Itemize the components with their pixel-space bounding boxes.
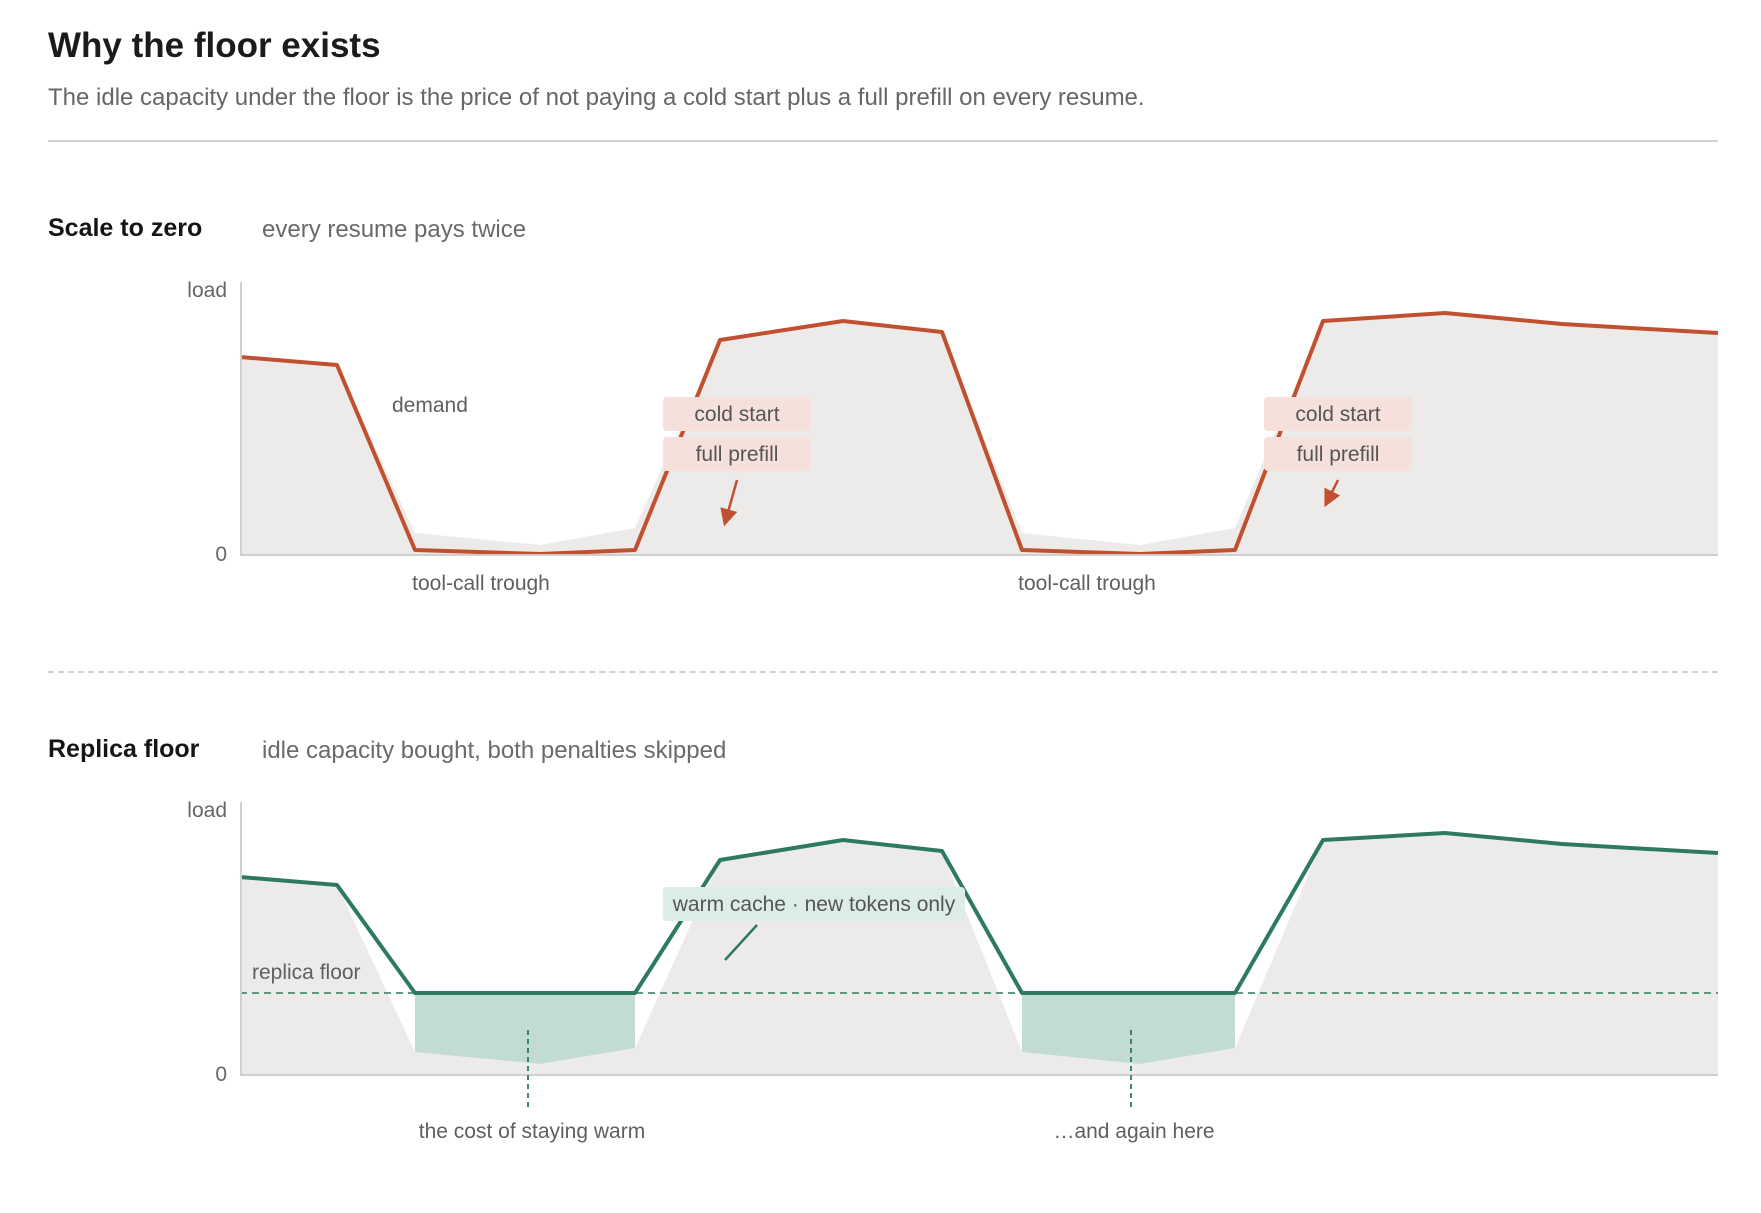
trough-label-1: tool-call trough [412, 572, 550, 595]
replica-floor-chart: load 0 replica floor warm cache · new to… [187, 799, 1719, 1143]
demand-area [240, 833, 1718, 1075]
penalty-arrow-1 [720, 479, 739, 527]
replica-floor-label: replica floor [252, 961, 361, 984]
panel-title-scale-to-zero: Scale to zero [48, 214, 203, 242]
cold-start-tag-2 [1264, 397, 1412, 431]
served-load-line [239, 831, 1719, 995]
idle-cost-area-1 [415, 993, 635, 1064]
demand-line [239, 311, 1719, 556]
warm-cache-tag-label: warm cache · new tokens only [672, 893, 956, 916]
page-title: Why the floor exists [48, 26, 381, 65]
penalty-arrow-2 [1324, 479, 1341, 508]
cold-start-tag-2-label: cold start [1295, 403, 1380, 426]
panel-divider [48, 671, 1718, 673]
panel-title-replica-floor: Replica floor [48, 735, 200, 763]
cost-label-1: the cost of staying warm [419, 1120, 645, 1143]
y-axis-top-label: load [187, 279, 227, 302]
warm-cache-tag [663, 887, 965, 921]
full-prefill-tag-1-label: full prefill [696, 443, 779, 466]
idle-cost-area-2 [1022, 993, 1235, 1064]
y-axis-zero-label: 0 [215, 1063, 227, 1086]
y-axis-top-label: load [187, 799, 227, 822]
warm-cache-pointer [724, 924, 758, 961]
cost-label-2: …and again here [1053, 1120, 1214, 1143]
y-axis-zero-label: 0 [215, 543, 227, 566]
full-prefill-tag-1 [663, 437, 811, 471]
panel-note-scale-to-zero: every resume pays twice [262, 216, 527, 243]
demand-label: demand [392, 394, 468, 417]
scale-to-zero-chart: load 0 demand tool-call trough tool-call… [187, 279, 1719, 595]
trough-label-2: tool-call trough [1018, 572, 1156, 595]
panel-note-replica-floor: idle capacity bought, both penalties ski… [262, 737, 727, 764]
full-prefill-tag-2-label: full prefill [1297, 443, 1380, 466]
header-rule [48, 140, 1718, 142]
full-prefill-tag-2 [1264, 437, 1412, 471]
cold-start-tag-1-label: cold start [694, 403, 779, 426]
cold-start-tag-1 [663, 397, 811, 431]
page-subtitle: The idle capacity under the floor is the… [48, 84, 1145, 111]
